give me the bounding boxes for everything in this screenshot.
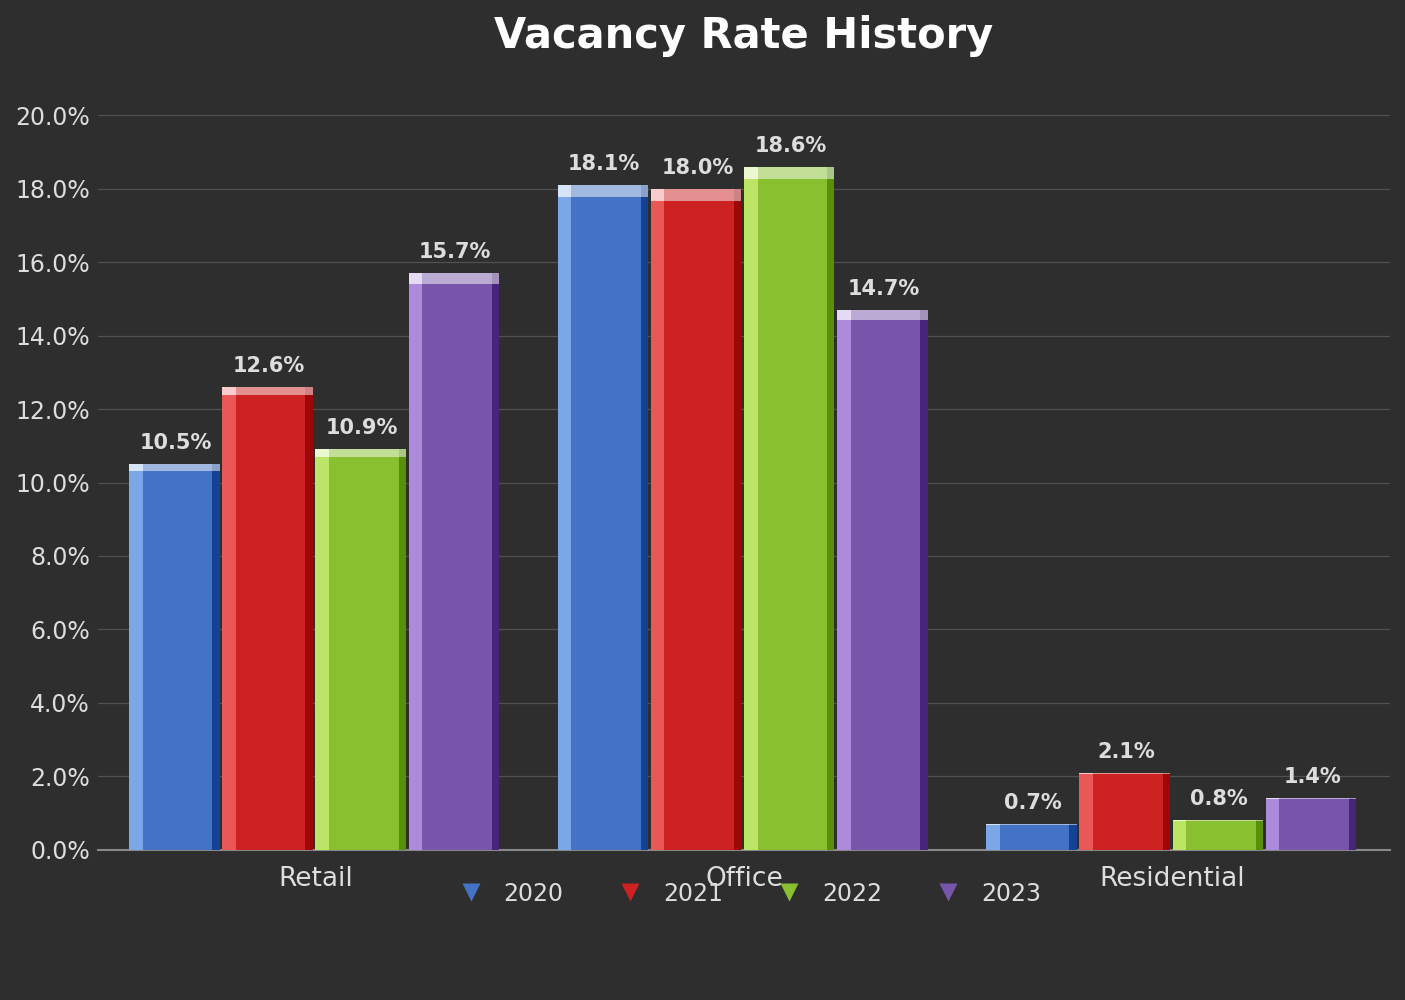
Text: 10.5%: 10.5% xyxy=(139,433,212,453)
Bar xyxy=(1173,820,1263,850)
Bar xyxy=(1079,773,1093,774)
Bar xyxy=(316,449,406,457)
Bar xyxy=(409,273,422,850)
Bar xyxy=(316,449,406,850)
Text: 2.1%: 2.1% xyxy=(1097,742,1155,762)
Bar xyxy=(129,464,219,471)
Text: 1.4%: 1.4% xyxy=(1284,767,1342,787)
Bar xyxy=(222,387,313,850)
Bar xyxy=(129,464,219,850)
Bar xyxy=(409,273,422,284)
Bar xyxy=(1266,798,1356,850)
Bar xyxy=(1079,773,1170,774)
Text: 14.7%: 14.7% xyxy=(847,279,920,299)
Bar xyxy=(222,387,236,395)
Bar xyxy=(745,167,835,179)
Bar xyxy=(745,167,835,850)
Bar xyxy=(409,273,499,284)
Bar xyxy=(558,185,572,197)
Bar xyxy=(316,449,329,457)
Legend: 2020, 2021, 2022, 2023: 2020, 2021, 2022, 2023 xyxy=(437,872,1051,915)
Bar xyxy=(1173,820,1186,850)
Bar xyxy=(1069,824,1076,850)
Bar xyxy=(399,449,406,850)
Bar xyxy=(1266,798,1280,850)
Title: Vacancy Rate History: Vacancy Rate History xyxy=(495,15,993,57)
Bar xyxy=(837,310,851,850)
Text: 12.6%: 12.6% xyxy=(233,356,305,376)
Bar xyxy=(745,167,757,179)
Bar xyxy=(986,824,1000,850)
Bar xyxy=(212,464,219,850)
Text: 10.9%: 10.9% xyxy=(326,418,398,438)
Text: 0.7%: 0.7% xyxy=(1005,793,1062,813)
Text: 18.0%: 18.0% xyxy=(662,158,733,178)
Text: 15.7%: 15.7% xyxy=(419,242,492,262)
Bar xyxy=(1079,773,1170,850)
Bar xyxy=(492,273,499,850)
Bar xyxy=(745,167,757,850)
Bar xyxy=(651,189,742,201)
Bar xyxy=(641,185,648,850)
Bar xyxy=(409,273,499,850)
Bar xyxy=(222,387,313,395)
Bar xyxy=(558,185,572,850)
Bar xyxy=(837,310,927,850)
Bar xyxy=(651,189,742,850)
Text: 18.1%: 18.1% xyxy=(568,154,641,174)
Bar xyxy=(837,310,927,320)
Bar xyxy=(651,189,665,850)
Bar xyxy=(129,464,143,471)
Bar xyxy=(222,387,236,850)
Text: 18.6%: 18.6% xyxy=(754,136,826,156)
Text: 0.8%: 0.8% xyxy=(1190,789,1248,809)
Bar xyxy=(129,464,143,850)
Bar xyxy=(316,449,329,850)
Bar xyxy=(1079,773,1093,850)
Bar xyxy=(1349,798,1356,850)
Bar xyxy=(828,167,835,850)
Bar xyxy=(1162,773,1170,850)
Bar xyxy=(920,310,927,850)
Bar xyxy=(837,310,851,320)
Bar xyxy=(986,824,1076,850)
Bar xyxy=(558,185,648,850)
Bar xyxy=(1256,820,1263,850)
Bar xyxy=(651,189,665,201)
Bar xyxy=(558,185,648,197)
Bar xyxy=(305,387,313,850)
Bar xyxy=(733,189,742,850)
